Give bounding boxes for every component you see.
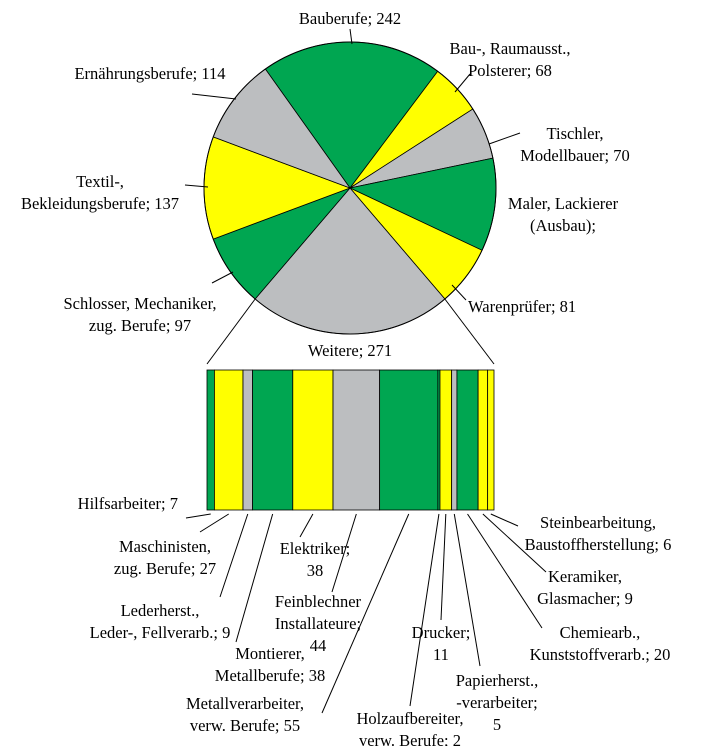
bar-segment — [456, 369, 479, 511]
data-label: Papierherst., — [456, 671, 538, 690]
bar-segment — [206, 369, 215, 511]
leader-line — [211, 271, 234, 284]
data-label: zug. Berufe; 97 — [89, 316, 191, 335]
leader-line — [191, 93, 237, 100]
data-label: Polsterer; 68 — [468, 61, 552, 80]
data-label: verw. Berufe; 2 — [359, 731, 461, 746]
leader-line — [321, 513, 410, 714]
data-label: Montierer, — [235, 644, 304, 663]
leader-line — [185, 513, 211, 519]
data-label: Lederherst., — [121, 601, 200, 620]
leader-line — [299, 513, 314, 538]
pie-outline — [203, 41, 497, 335]
data-label: Elektriker; — [280, 539, 351, 558]
data-label: Keramiker, — [548, 567, 622, 586]
data-label: Steinbearbeitung, — [540, 513, 656, 532]
data-label: -verarbeiter; — [456, 693, 538, 712]
data-label: Baustoffherstellung; 6 — [525, 535, 672, 554]
data-label: Textil-, — [76, 172, 124, 191]
data-label: 44 — [310, 636, 327, 655]
leader-line — [184, 184, 209, 188]
leader-line — [409, 513, 440, 707]
bar-segment — [332, 369, 381, 511]
data-label: Bau-, Raumausst., — [450, 39, 571, 58]
leader-line — [199, 513, 229, 533]
data-label: Drucker; — [412, 623, 471, 642]
data-label: Warenprüfer; 81 — [468, 297, 576, 316]
data-label: 5 — [493, 715, 501, 734]
leader-line — [219, 513, 249, 598]
data-label: Holzaufbereiter, — [357, 709, 464, 728]
leader-line — [235, 513, 274, 643]
data-label: Bauberufe; 242 — [299, 9, 401, 28]
leader-line — [488, 132, 521, 145]
bar-segment — [477, 369, 489, 511]
leader-line — [454, 73, 471, 93]
data-label: Weitere; 271 — [308, 341, 392, 360]
data-label: Metallberufe; 38 — [215, 666, 325, 685]
bar-segment — [242, 369, 253, 511]
leader-line — [490, 513, 519, 527]
bar-segment — [487, 369, 495, 511]
data-label: 11 — [433, 645, 449, 664]
data-label: 38 — [307, 561, 324, 580]
bar-segment — [439, 369, 453, 511]
data-label: zug. Berufe; 27 — [114, 559, 216, 578]
data-label: Chemiearb., — [560, 623, 641, 642]
leader-line — [451, 284, 467, 301]
bar-segment — [379, 369, 439, 511]
leader-line — [331, 513, 357, 593]
data-label: Ernährungsberufe; 114 — [74, 64, 225, 83]
data-label: Maschinisten, — [119, 537, 211, 556]
data-label: Leder-, Fellverarb.; 9 — [90, 623, 231, 642]
data-label: Bekleidungsberufe; 137 — [21, 194, 179, 213]
leader-line — [453, 513, 481, 667]
data-label: Metallverarbeiter, — [186, 694, 304, 713]
connector-line — [444, 298, 495, 365]
leader-line — [467, 513, 543, 629]
data-label: Glasmacher; 9 — [537, 589, 633, 608]
data-label: Maler, Lackierer — [508, 194, 619, 213]
connector-line — [206, 298, 256, 365]
bar-segment — [214, 369, 244, 511]
data-label: Hilfsarbeiter; 7 — [78, 494, 178, 513]
data-label: Kunststoffverarb.; 20 — [530, 645, 671, 664]
bar-segment — [252, 369, 294, 511]
data-label: Feinblechner — [275, 592, 362, 611]
leader-line — [482, 513, 547, 573]
leader-line — [440, 513, 447, 621]
bar-segment — [451, 369, 458, 511]
bar-segment — [292, 369, 334, 511]
data-label: (Ausbau); — [530, 216, 596, 235]
data-label: verw. Berufe; 55 — [190, 716, 300, 735]
leader-line — [349, 28, 353, 45]
data-label: Schlosser, Mechaniker, — [63, 294, 216, 313]
data-label: Installateure; — [275, 614, 361, 633]
data-label: Modellbauer; 70 — [520, 146, 630, 165]
data-label: Tischler, — [547, 124, 604, 143]
